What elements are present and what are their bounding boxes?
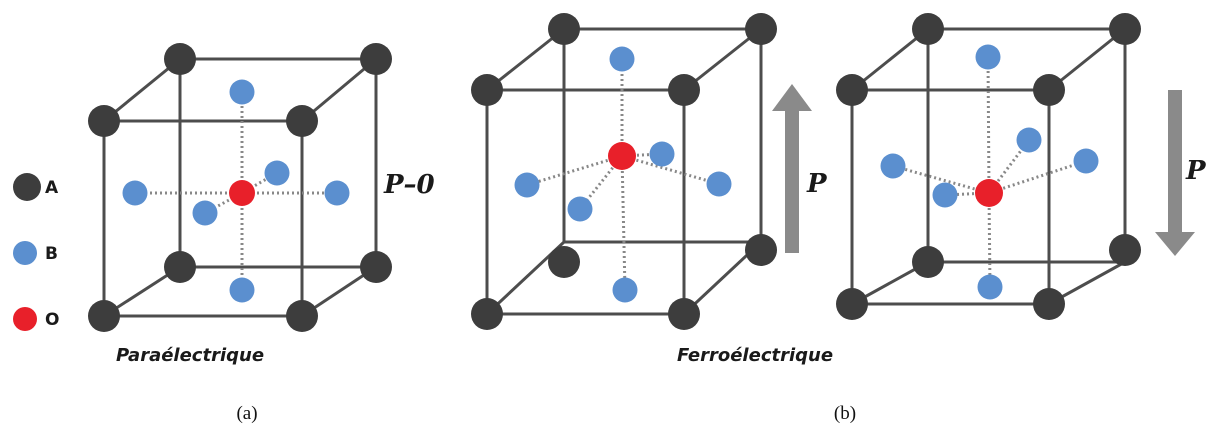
b-atoms	[880, 44, 1099, 300]
paraelectric-phase-label: Paraélectrique	[116, 345, 264, 366]
b-atoms	[122, 79, 350, 303]
a-atoms	[836, 13, 1141, 320]
ferroelectric-down-polarization-label: P	[1185, 156, 1207, 186]
ferroelectric-cell-up	[471, 13, 777, 330]
ferroelectric-phase-label: Ferroélectrique	[677, 345, 833, 366]
b-atoms	[514, 46, 732, 303]
paraelectric-cell	[88, 43, 392, 332]
polarization-arrow-down	[1155, 90, 1195, 256]
legend-atom-a-marker	[13, 173, 41, 201]
ferroelectric-cell-down	[836, 13, 1141, 320]
legend: A B O	[13, 173, 59, 331]
panel-a-sublabel: (a)	[236, 403, 257, 424]
legend-atom-a-label: A	[45, 178, 59, 198]
legend-atom-o-label: O	[45, 310, 59, 330]
legend-atom-b-label: B	[45, 244, 58, 264]
legend-atom-o-marker	[13, 307, 37, 331]
polarization-arrow-up	[772, 84, 812, 253]
legend-atom-b-marker	[13, 241, 37, 265]
o-atom	[975, 179, 1003, 207]
o-atom	[608, 142, 636, 170]
cell-edges	[850, 27, 1127, 306]
paraelectric-polarization-label: P–0	[383, 170, 435, 200]
a-atoms	[88, 43, 392, 332]
o-atom	[229, 180, 255, 206]
a-atoms	[471, 13, 777, 330]
panel-b-sublabel: (b)	[834, 403, 856, 424]
ferroelectric-up-polarization-label: P	[806, 169, 828, 199]
